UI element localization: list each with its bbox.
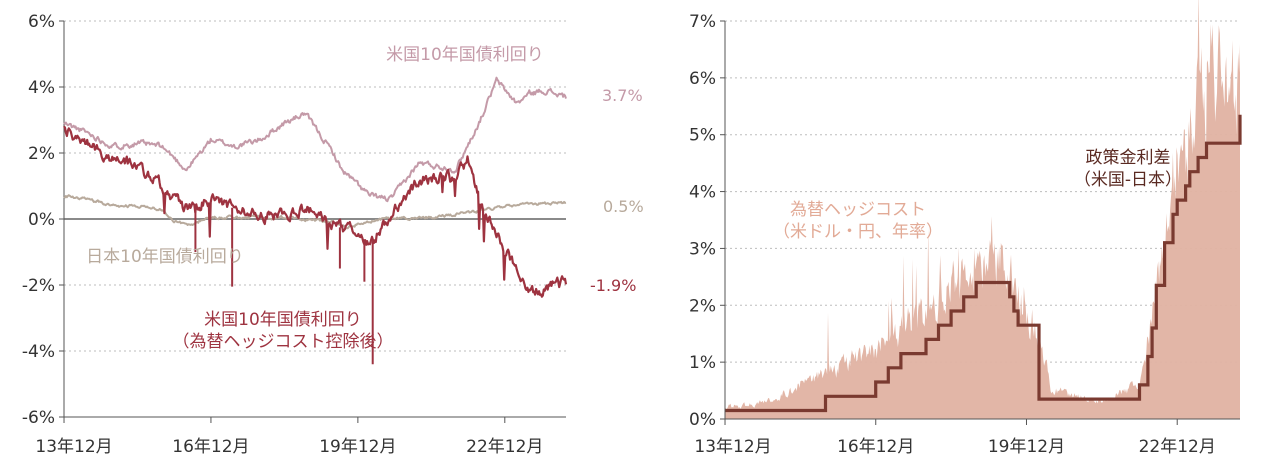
y-tick-label: 4% bbox=[689, 183, 716, 203]
jp-10y-yield-end-label: 0.5% bbox=[603, 197, 644, 216]
us-10y-yield-line bbox=[63, 76, 567, 203]
y-tick-label: -6% bbox=[22, 408, 55, 428]
jp-10y-yield-series-label: 日本10年国債利回り bbox=[86, 247, 244, 267]
x-tick-label: 16年12月 bbox=[172, 437, 249, 457]
x-tick-label: 19年12月 bbox=[988, 437, 1065, 457]
policy-rate-diff-step-line bbox=[725, 114, 1242, 413]
y-tick-label: 6% bbox=[28, 12, 55, 32]
right-area-chart: 7% 6% 5% 4% 3% 2% 1% 0% 13年12月 16年12月 19年12月 22年12月… bbox=[689, 0, 1242, 457]
x-tick-label: 13年12月 bbox=[694, 437, 771, 457]
us-10y-yield-series-label: 米国10年国債利回り bbox=[386, 45, 544, 65]
x-tick-label: 22年12月 bbox=[466, 437, 543, 457]
us-10y-yield-end-label: 3.7% bbox=[602, 86, 643, 105]
y-tick-label: 4% bbox=[28, 78, 55, 98]
y-tick-label: 2% bbox=[28, 144, 55, 164]
y-tick-label: 5% bbox=[689, 126, 716, 146]
y-tick-label: 2% bbox=[689, 296, 716, 316]
left-line-chart: 6% 4% 2% 0% -2% -4% -6% 13年12月 16年12月 19年12月 22年12… bbox=[22, 12, 644, 457]
us-10y-hedged-yield-series-label: 米国10年国債利回り（為替ヘッジコスト控除後） bbox=[173, 310, 394, 352]
us-10y-hedged-yield-line bbox=[63, 125, 568, 298]
us-10y-hedged-yield-end-label: -1.9% bbox=[590, 276, 636, 295]
y-tick-label: 1% bbox=[689, 353, 716, 373]
x-tick-label: 16年12月 bbox=[837, 437, 914, 457]
x-tick-label: 13年12月 bbox=[35, 437, 112, 457]
y-tick-label: 0% bbox=[28, 210, 55, 230]
y-tick-label: 7% bbox=[689, 12, 716, 32]
y-tick-label: 6% bbox=[689, 69, 716, 89]
x-tick-label: 22年12月 bbox=[1139, 437, 1216, 457]
hedge-cost-area bbox=[725, 0, 1240, 419]
y-tick-label: -4% bbox=[22, 342, 55, 362]
y-tick-label: -2% bbox=[22, 276, 55, 296]
hedge-cost-series-label: 為替ヘッジコスト（米ドル・円、年率） bbox=[773, 200, 943, 242]
policy-rate-diff-series-label: 政策金利差（米国-日本） bbox=[1074, 148, 1182, 190]
x-tick-label: 19年12月 bbox=[319, 437, 396, 457]
y-tick-label: 0% bbox=[689, 410, 716, 430]
y-tick-label: 3% bbox=[689, 239, 716, 259]
